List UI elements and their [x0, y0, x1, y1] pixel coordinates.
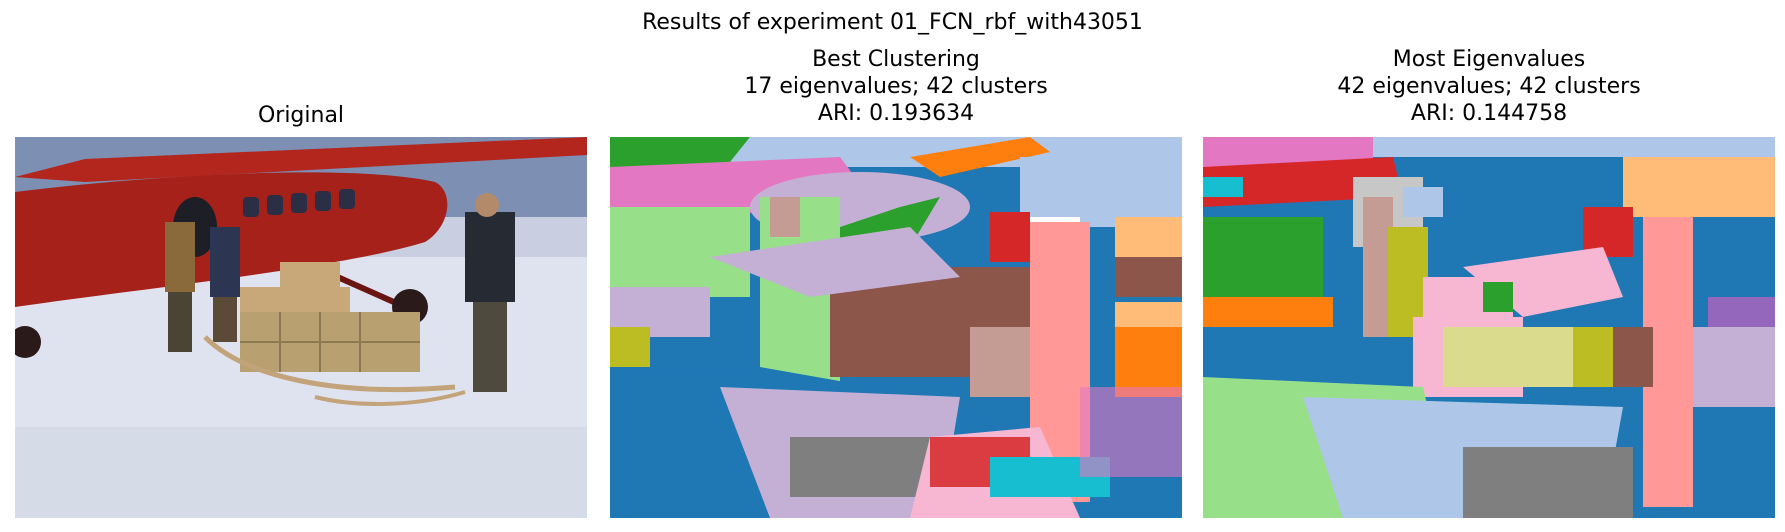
most-ari-line: ARI: 0.144758 — [1410, 101, 1568, 126]
most-eigenvalues-segmentation — [1203, 137, 1775, 518]
original-image-panel — [15, 137, 587, 518]
figure-suptitle: Results of experiment 01_FCN_rbf_with430… — [642, 10, 1143, 35]
most-eigen-line: 42 eigenvalues; 42 clusters — [1337, 74, 1641, 99]
best-title-line: Best Clustering — [812, 47, 980, 72]
best-clustering-segmentation — [610, 137, 1182, 518]
best-clustering-panel — [610, 137, 1182, 518]
panel-title-best-clustering: Best Clustering 17 eigenvalues; 42 clust… — [610, 46, 1182, 127]
panel-title-most-eigenvalues: Most Eigenvalues 42 eigenvalues; 42 clus… — [1203, 46, 1775, 127]
original-photo — [15, 137, 587, 518]
original-title-line: Original — [257, 103, 345, 128]
most-eigenvalues-panel — [1203, 137, 1775, 518]
panel-title-original: Original — [15, 102, 587, 129]
best-eigen-line: 17 eigenvalues; 42 clusters — [744, 74, 1048, 99]
best-ari-line: ARI: 0.193634 — [817, 101, 975, 126]
most-title-line: Most Eigenvalues — [1392, 47, 1586, 72]
